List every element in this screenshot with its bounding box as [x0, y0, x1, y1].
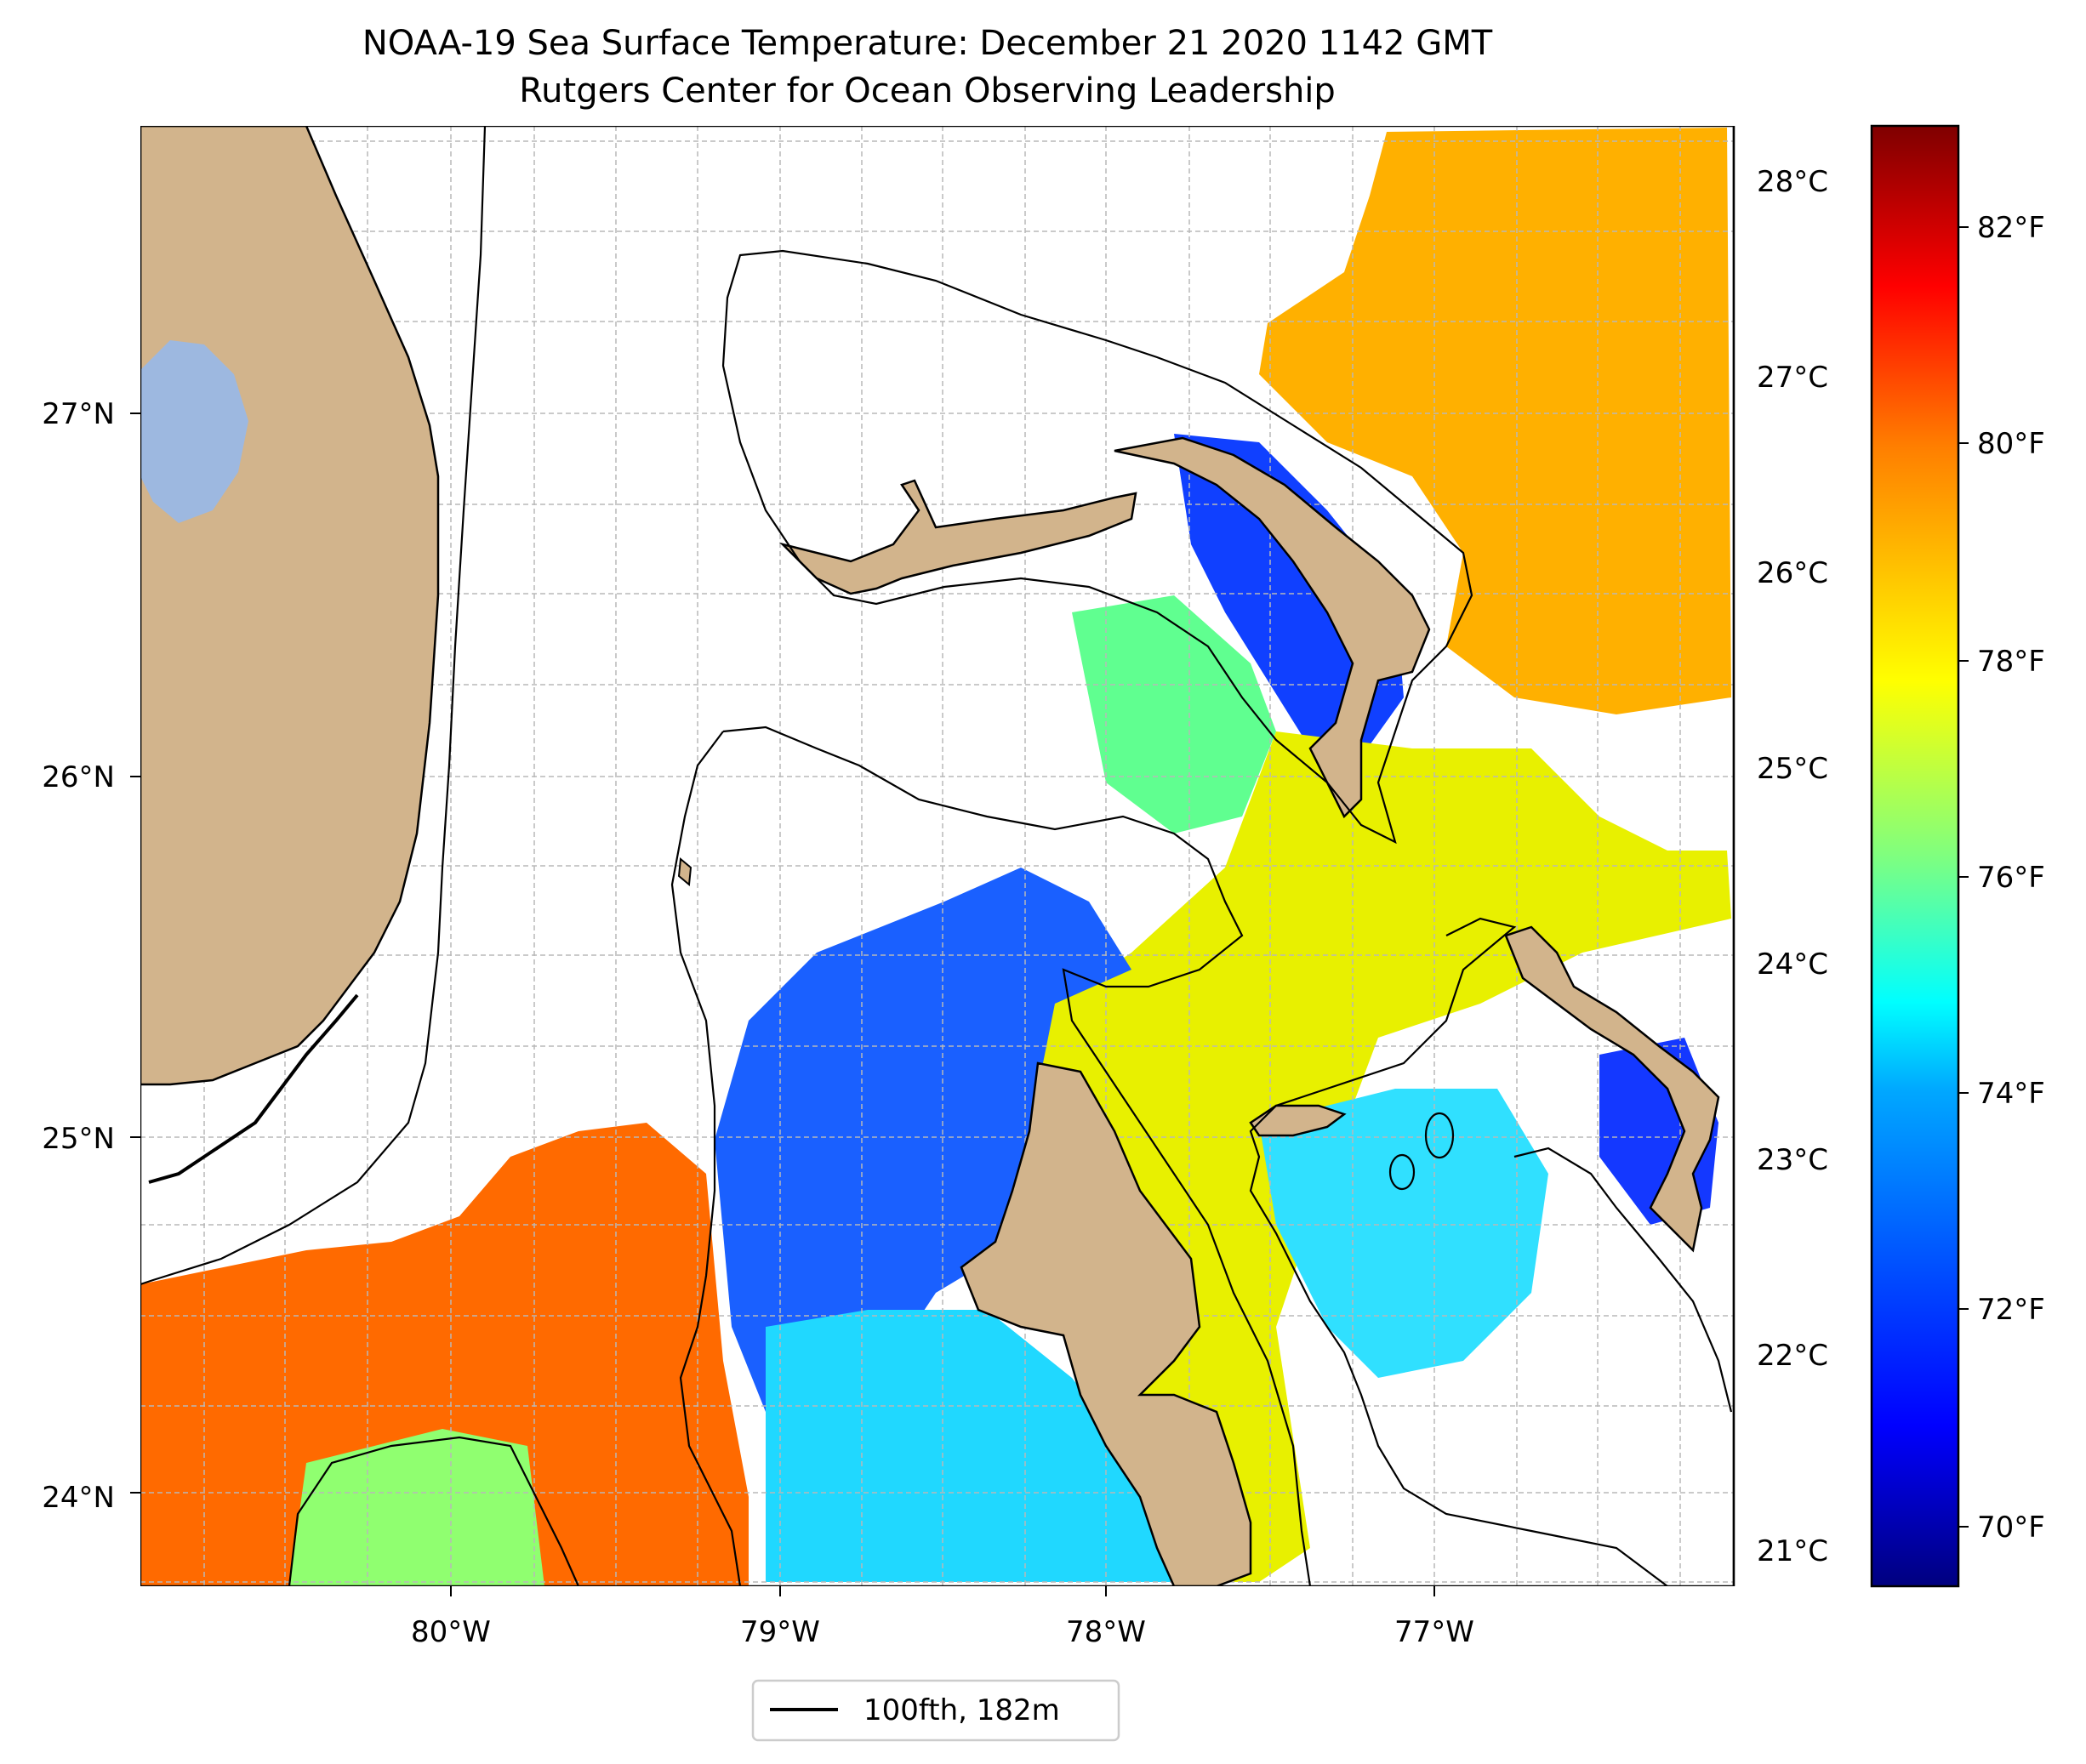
isobath-east [1513, 1147, 1733, 1413]
fahrenheit-tick-label: 76°F [1977, 861, 2045, 895]
abaco-land [1114, 436, 1431, 819]
sst-region-central-yellow [1029, 731, 1731, 1582]
isobath-tongue [1249, 917, 1668, 1586]
celsius-tick-label: 23°C [1757, 1143, 1828, 1177]
lake-okeechobee [140, 340, 248, 523]
sst-region-abaco-blue [1174, 434, 1404, 757]
celsius-tick-label: 21°C [1757, 1534, 1828, 1568]
lon-tick-label: 79°W [740, 1615, 820, 1649]
lat-tick-label: 27°N [42, 397, 115, 431]
lat-tick-label: 25°N [42, 1122, 115, 1156]
lon-tick-labels: 80°W 79°W 78°W 77°W [411, 1615, 1474, 1649]
colorbar: 82°F 80°F 78°F 76°F 74°F 72°F 70°F [1870, 124, 2045, 1588]
celsius-tick-label: 26°C [1757, 556, 1828, 590]
sst-region-south-cyan [766, 1310, 1174, 1582]
isobath-bank-west-edge [670, 731, 742, 1586]
lon-tick-label: 77°W [1394, 1615, 1474, 1649]
gridlines [140, 126, 1734, 1586]
legend-label: 100fth, 182m [863, 1693, 1060, 1727]
florida-keys [148, 993, 359, 1184]
sst-region-sw-green [289, 1429, 544, 1586]
chart-title-line1: NOAA-19 Sea Surface Temperature: Decembe… [362, 24, 1493, 63]
celsius-tick-label: 22°C [1757, 1339, 1828, 1373]
sst-region-gb-green [1072, 595, 1276, 834]
isobath-sw-ridge [288, 1436, 580, 1586]
isobath-florida [140, 126, 487, 1286]
isobath-ring-a [1424, 1112, 1455, 1159]
fahrenheit-tick-label: 74°F [1977, 1077, 2045, 1111]
fahrenheit-tick-label: 80°F [1977, 427, 2045, 461]
grand-bahama-land [778, 479, 1137, 595]
lon-tick-label: 80°W [411, 1615, 491, 1649]
fahrenheit-tick-labels: 82°F 80°F 78°F 76°F 74°F 72°F 70°F [1977, 211, 2045, 1545]
map-tick-marks [130, 413, 1435, 1596]
sst-field [140, 128, 1731, 1586]
fahrenheit-tick-label: 70°F [1977, 1511, 2045, 1545]
celsius-scale: 28°C 27°C 26°C 25°C 24°C 23°C 22°C 21°C [1732, 126, 1828, 1586]
chart-title-line2: Rutgers Center for Ocean Observing Leade… [519, 71, 1336, 111]
sst-region-sw-orange [140, 1123, 749, 1586]
lat-tick-labels: 27°N 26°N 25°N 24°N [42, 397, 115, 1515]
lat-tick-label: 26°N [42, 760, 115, 794]
sst-region-west-andros-blue [715, 868, 1131, 1412]
colorbar-tick-marks [1958, 226, 1969, 1528]
fahrenheit-tick-label: 82°F [1977, 211, 2045, 245]
celsius-tick-label: 28°C [1757, 165, 1828, 199]
celsius-tick-label: 27°C [1757, 361, 1828, 395]
legend-box [751, 1679, 1120, 1742]
eleuthera-land [1504, 925, 1720, 1253]
fahrenheit-tick-label: 78°F [1977, 645, 2045, 679]
berry-islands-land [1249, 1104, 1347, 1137]
sst-region-ne-orange [1259, 128, 1731, 714]
sst-region-east-cyan [1259, 1089, 1548, 1378]
celsius-tick-label: 25°C [1757, 752, 1828, 786]
legend: 100fth, 182m [751, 1679, 1120, 1742]
fahrenheit-tick-label: 72°F [1977, 1293, 2045, 1327]
lat-tick-label: 24°N [42, 1481, 115, 1515]
bimini-land [677, 857, 692, 886]
colorbar-gradient [1870, 124, 1960, 1588]
isobath-little-bahama-bank [721, 249, 1473, 845]
isobath-great-bahama-bank [722, 726, 1312, 1586]
lon-tick-label: 78°W [1066, 1615, 1146, 1649]
isobath-100fth [140, 126, 1733, 1586]
isobath-ring-b [1388, 1153, 1416, 1191]
sst-map [140, 126, 1734, 1586]
celsius-tick-label: 24°C [1757, 947, 1828, 982]
andros-land [960, 1061, 1252, 1586]
